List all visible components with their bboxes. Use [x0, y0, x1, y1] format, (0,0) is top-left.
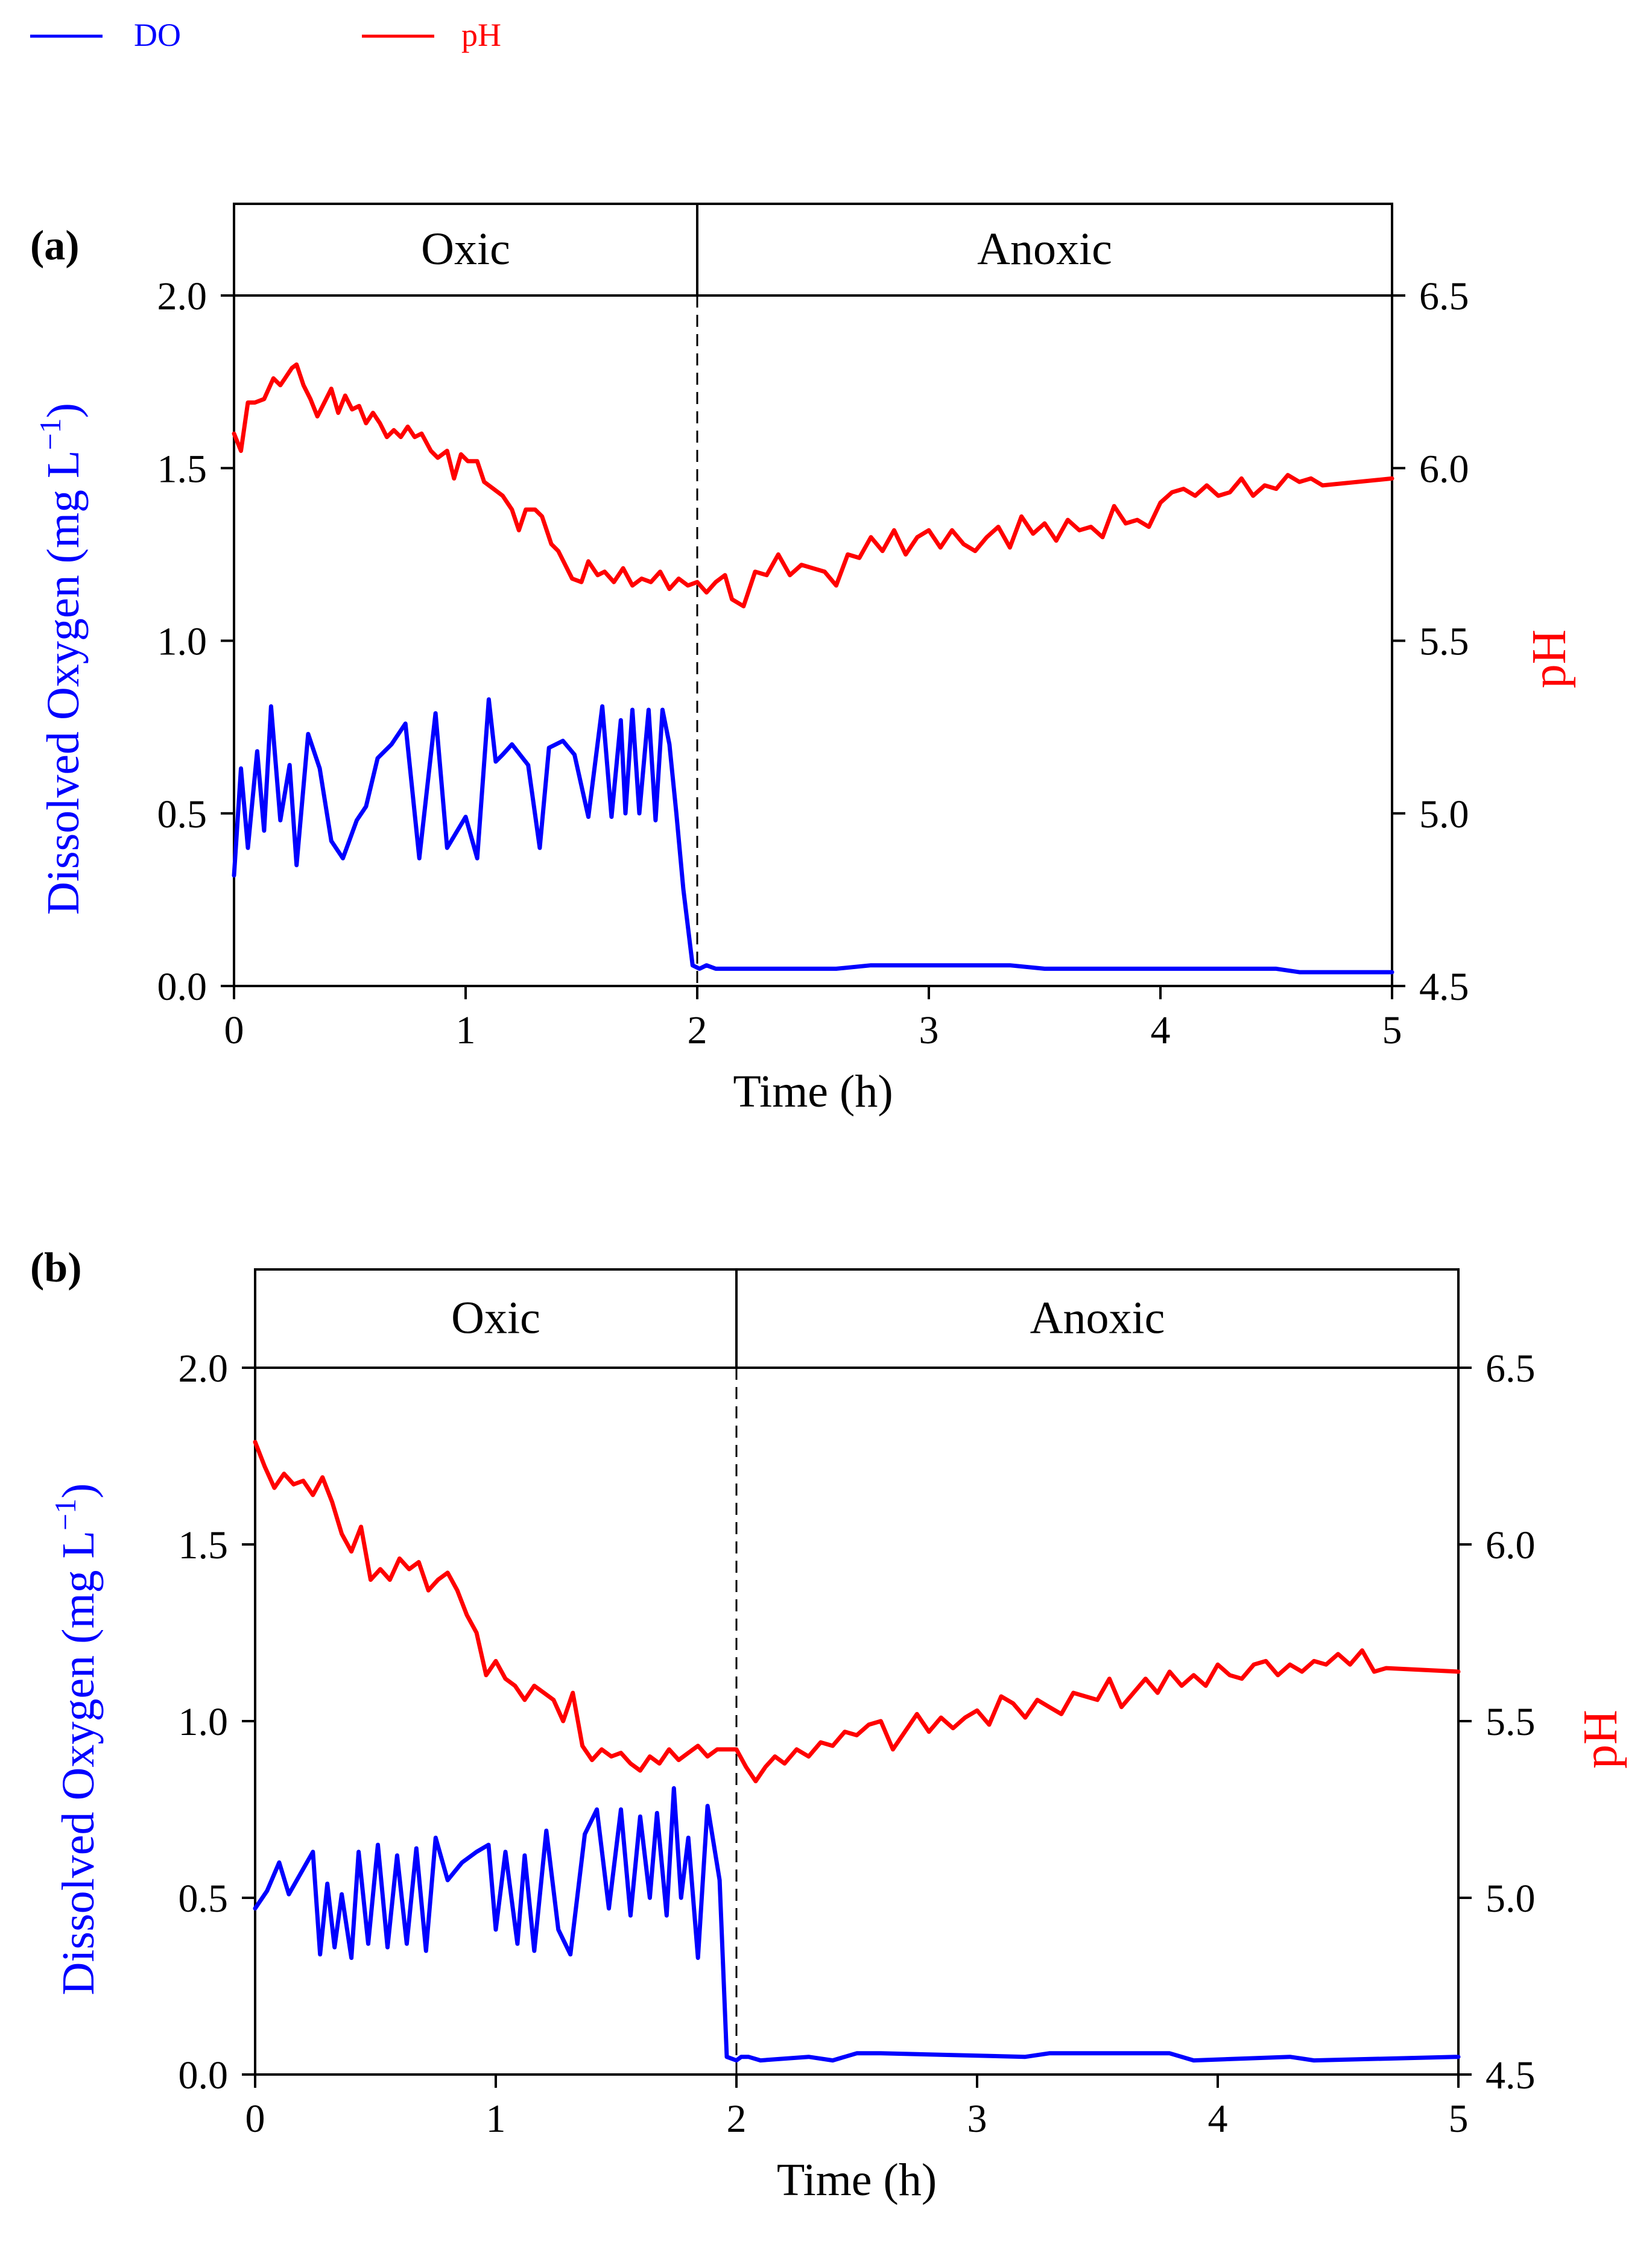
y-axis-label: Dissolved Oxygen (mg L−1)	[33, 403, 89, 915]
y-axis-label-main: Dissolved Oxygen (mg L	[53, 1531, 104, 1995]
y-tick-label: 0.0	[157, 965, 207, 1009]
series-line-do	[232, 697, 1394, 975]
x-axis-label: Time (h)	[777, 2155, 937, 2205]
x-tick-label: 5	[1449, 2097, 1469, 2141]
y2-tick-label: 4.5	[1486, 2053, 1536, 2097]
y-tick-label: 1.5	[157, 447, 207, 491]
x-tick-label: 3	[919, 1008, 939, 1052]
series-line-ph	[232, 362, 1394, 608]
x-tick-label: 0	[224, 1008, 244, 1052]
y2-tick-label: 5.5	[1486, 1700, 1536, 1744]
y-tick-label: 0.0	[179, 2053, 229, 2097]
y-tick-label: 0.5	[179, 1877, 229, 1921]
y-axis-label-exponent: −1	[48, 1499, 82, 1531]
legend-do-label: DO	[134, 17, 181, 53]
y2-tick-label: 6.5	[1486, 1347, 1536, 1391]
phase-header-box	[254, 1268, 1460, 1369]
x-tick-label: 5	[1382, 1008, 1402, 1052]
y-axis-label-main: Dissolved Oxygen (mg L	[38, 450, 89, 915]
y-axis-label-exponent: −1	[33, 418, 67, 450]
x-tick-label: 4	[1208, 2097, 1228, 2141]
panel-label: (a)	[30, 223, 80, 269]
y-tick-label: 0.5	[157, 792, 207, 836]
phase-header-box	[233, 203, 1393, 297]
y-tick-label: 1.5	[179, 1523, 229, 1567]
legend: DO pH	[30, 17, 501, 53]
phase-label-oxic: Oxic	[421, 224, 510, 274]
phase-label-anoxic: Anoxic	[977, 224, 1112, 274]
y-tick-label: 1.0	[157, 620, 207, 664]
panel-b: (b) Oxic Anoxic 0 1 2 3 4 5 0.0 0.5 1.0 1.5 2.0 4.5 5.0…	[30, 1245, 1627, 2205]
phase-label-oxic: Oxic	[451, 1293, 540, 1344]
panel-label: (b)	[30, 1245, 82, 1291]
panel-a: (a) Oxic Anoxic 0 1 2 3 4 5 0.0 0.5 1.0 1.5 2.0 4.5 5.0…	[30, 203, 1576, 1117]
y2-axis-label: pH	[1574, 1710, 1627, 1769]
y-tick-label: 2.0	[157, 274, 207, 318]
x-tick-label: 1	[456, 1008, 476, 1052]
x-tick-label: 0	[245, 2097, 265, 2141]
y2-tick-label: 6.0	[1486, 1523, 1536, 1567]
y2-tick-label: 4.5	[1419, 965, 1469, 1009]
y-axis-label: Dissolved Oxygen (mg L−1)	[48, 1484, 104, 1996]
x-tick-label: 2	[727, 2097, 747, 2141]
y2-tick-label: 5.0	[1419, 792, 1469, 836]
y-tick-label: 2.0	[179, 1347, 229, 1391]
x-axis-label: Time (h)	[733, 1066, 893, 1117]
series-line-do	[253, 1786, 1461, 2063]
x-tick-label: 2	[688, 1008, 707, 1052]
x-tick-label: 4	[1151, 1008, 1171, 1052]
legend-ph-label: pH	[461, 17, 501, 53]
y-axis-label-close: )	[53, 1484, 104, 1499]
y2-tick-label: 6.5	[1419, 274, 1469, 318]
y2-tick-label: 5.5	[1419, 620, 1469, 664]
y2-tick-label: 5.0	[1486, 1877, 1536, 1921]
y-tick-label: 1.0	[179, 1700, 229, 1744]
x-tick-label: 1	[486, 2097, 506, 2141]
y-axis-label-close: )	[38, 403, 89, 418]
phase-label-anoxic: Anoxic	[1030, 1293, 1165, 1344]
series-line-ph	[253, 1439, 1461, 1784]
y2-tick-label: 6.0	[1419, 447, 1469, 491]
x-tick-label: 3	[967, 2097, 987, 2141]
y2-axis-label: pH	[1523, 630, 1576, 689]
